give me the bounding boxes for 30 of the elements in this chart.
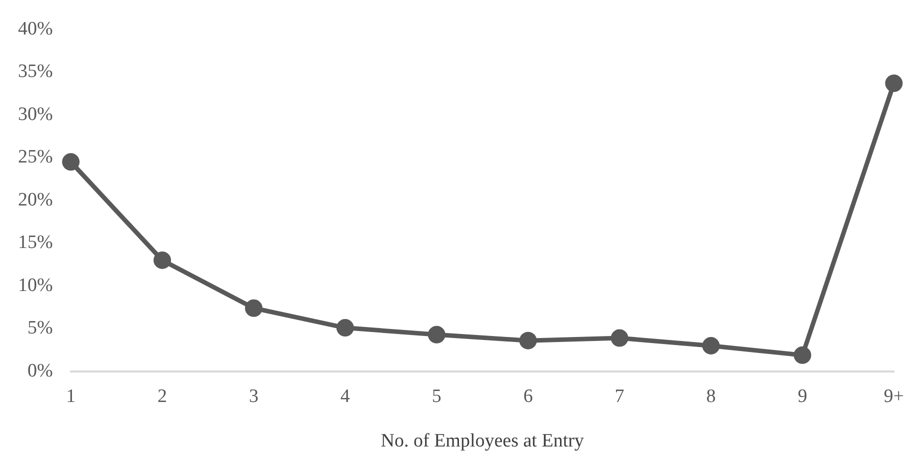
x-tick-label: 1 [66, 386, 76, 407]
x-tick-label: 3 [248, 386, 258, 407]
point [885, 74, 903, 92]
y-tick-label: 25% [18, 146, 53, 168]
x-tick-label: 8 [706, 386, 716, 407]
y-tick-label: 5% [28, 318, 53, 339]
point [702, 337, 720, 354]
x-tick-label: 9+ [884, 386, 904, 407]
point [519, 332, 537, 350]
y-tick-label: 40% [18, 18, 53, 40]
point [428, 326, 446, 344]
y-tick-label: 0% [28, 360, 53, 382]
x-tick-label: 7 [614, 386, 624, 407]
y-tick-label: 20% [18, 189, 53, 210]
x-tick-label: 6 [523, 386, 533, 407]
x-tick-label: 5 [432, 386, 442, 407]
y-tick-label: 15% [18, 232, 53, 254]
x-tick-label: 2 [158, 386, 168, 407]
point [62, 153, 80, 171]
x-axis-title: No. of Employees at Entry [380, 430, 584, 452]
x-tick-label: 4 [340, 386, 350, 407]
point [794, 346, 812, 364]
point [244, 299, 262, 317]
point [336, 319, 354, 337]
point [154, 252, 172, 269]
x-tick-label: 9 [798, 386, 808, 407]
y-tick-label: 35% [18, 61, 53, 82]
point [610, 329, 628, 347]
y-tick-label: 10% [18, 274, 53, 296]
y-tick-label: 30% [18, 104, 53, 125]
